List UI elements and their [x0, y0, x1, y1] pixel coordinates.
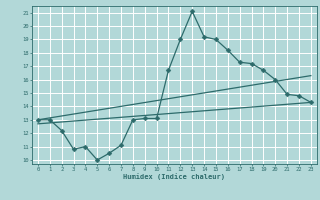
X-axis label: Humidex (Indice chaleur): Humidex (Indice chaleur)	[124, 173, 225, 180]
